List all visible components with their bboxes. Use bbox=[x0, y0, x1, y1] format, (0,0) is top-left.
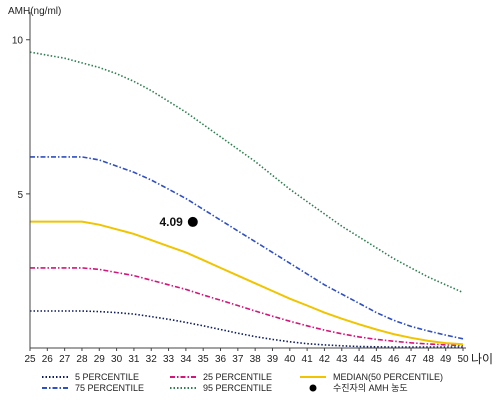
x-tick-label: 35 bbox=[198, 354, 210, 365]
x-tick-label: 46 bbox=[388, 354, 400, 365]
x-tick-label: 39 bbox=[267, 354, 279, 365]
legend-item-5-percentile: 5 PERCENTILE bbox=[42, 372, 139, 382]
x-tick-label: 31 bbox=[128, 354, 140, 365]
patient-amh-label: 4.09 bbox=[159, 215, 183, 229]
svg-text:25 PERCENTILE: 25 PERCENTILE bbox=[203, 372, 272, 382]
x-tick-label: 34 bbox=[180, 354, 192, 365]
x-tick-label: 29 bbox=[94, 354, 106, 365]
x-tick-label: 42 bbox=[319, 354, 331, 365]
x-tick-label: 26 bbox=[42, 354, 54, 365]
patient-amh-point bbox=[187, 216, 198, 227]
x-tick-label: 38 bbox=[250, 354, 262, 365]
x-tick-label: 33 bbox=[163, 354, 175, 365]
svg-text:75 PERCENTILE: 75 PERCENTILE bbox=[75, 383, 144, 393]
svg-text:95 PERCENTILE: 95 PERCENTILE bbox=[203, 383, 272, 393]
legend: 5 PERCENTILE 75 PERCENTILE 25 PERCENTILE… bbox=[42, 372, 443, 393]
x-tick-label: 50 bbox=[457, 354, 469, 365]
x-tick-label: 25 bbox=[24, 354, 36, 365]
legend-item-75-percentile: 75 PERCENTILE bbox=[42, 383, 144, 393]
x-tick-label: 43 bbox=[336, 354, 348, 365]
x-tick-label: 40 bbox=[284, 354, 296, 365]
x-tick-label: 28 bbox=[76, 354, 88, 365]
legend-item-25-percentile: 25 PERCENTILE bbox=[170, 372, 272, 382]
svg-text:MEDIAN(50 PERCENTILE): MEDIAN(50 PERCENTILE) bbox=[333, 372, 443, 382]
svg-text:수진자의 AMH 농도: 수진자의 AMH 농도 bbox=[333, 383, 408, 393]
legend-item-95-percentile: 95 PERCENTILE bbox=[170, 383, 272, 393]
x-tick-label: 30 bbox=[111, 354, 123, 365]
x-tick-label: 45 bbox=[371, 354, 383, 365]
svg-text:5 PERCENTILE: 5 PERCENTILE bbox=[75, 372, 139, 382]
series-line-75-percentile bbox=[30, 156, 464, 340]
series-line-median-50-percentile bbox=[30, 220, 464, 346]
x-tick-label: 48 bbox=[423, 354, 435, 365]
x-tick-label: 36 bbox=[215, 354, 227, 365]
y-tick-label: 5 bbox=[17, 190, 23, 201]
x-axis-title: 나이 bbox=[471, 352, 493, 366]
series-line-25-percentile bbox=[30, 267, 464, 347]
legend-item-median: MEDIAN(50 PERCENTILE) bbox=[300, 372, 443, 382]
series-line-5-percentile bbox=[30, 310, 463, 348]
x-tick-label: 47 bbox=[405, 354, 417, 365]
x-tick-label: 37 bbox=[232, 354, 244, 365]
y-tick-label: 10 bbox=[12, 36, 24, 47]
y-axis-title: AMH(ng/ml) bbox=[8, 6, 61, 17]
x-tick-label: 49 bbox=[440, 354, 452, 365]
legend-item-patient-point: 수진자의 AMH 농도 bbox=[309, 383, 408, 393]
x-tick-label: 44 bbox=[354, 354, 366, 365]
x-tick-label: 27 bbox=[59, 354, 71, 365]
series-line-95-percentile bbox=[29, 51, 464, 294]
x-tick-label: 32 bbox=[146, 354, 158, 365]
x-tick-label: 41 bbox=[302, 354, 314, 365]
